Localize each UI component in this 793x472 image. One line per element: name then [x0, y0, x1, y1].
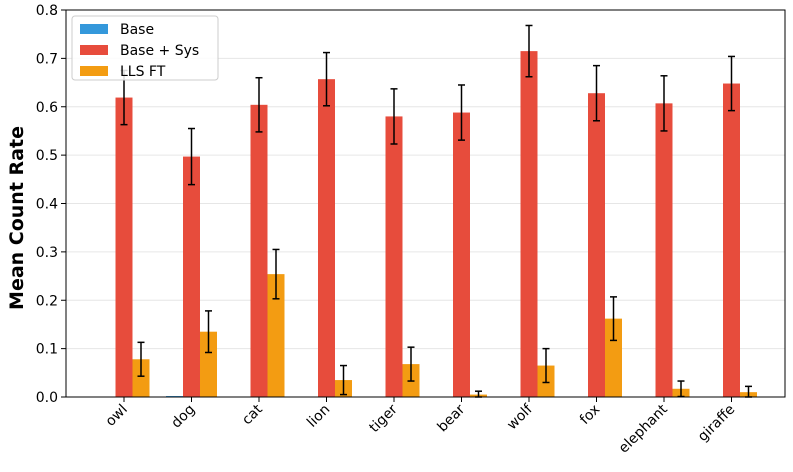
- bar-base-sys-bear: [453, 112, 470, 398]
- x-axis: owl dog cat lion tiger bear wolf fox elephant gir…: [103, 397, 738, 457]
- y-tick-label: 0.8: [36, 3, 58, 19]
- error-bar-lls-ft-dog: [205, 310, 212, 354]
- bar-base-sys-tiger: [385, 116, 403, 398]
- y-tick-label: 0.3: [36, 245, 58, 261]
- legend-label: Base: [120, 22, 154, 38]
- x-tick-label-dog: dog: [168, 402, 198, 432]
- y-tick-label: 0.4: [36, 197, 58, 213]
- legend-swatch: [80, 45, 108, 55]
- legend-label: LLS FT: [120, 64, 166, 80]
- error-bar-base-sys-dog: [188, 127, 195, 186]
- bar-lls-ft-dog: [200, 331, 217, 397]
- error-bar-lls-ft-owl: [137, 341, 145, 377]
- legend-swatch: [80, 66, 108, 76]
- y-tick-label: 0.0: [36, 390, 58, 406]
- y-tick-label: 0.6: [36, 100, 58, 116]
- bar-base-sys-dog: [183, 156, 200, 397]
- bars: [115, 51, 757, 398]
- error-bar-base-sys-bear: [458, 84, 465, 141]
- bar-base-sys-owl: [115, 97, 133, 397]
- x-tick-label-giraffe: giraffe: [695, 402, 738, 445]
- x-tick-label-wolf: wolf: [504, 401, 536, 433]
- error-bar-base-sys-giraffe: [728, 55, 735, 112]
- bar-lls-ft-fox: [605, 318, 622, 397]
- error-bar-base-sys-tiger: [390, 88, 398, 145]
- error-bar-lls-ft-tiger: [407, 346, 415, 382]
- error-bar-lls-ft-lion: [340, 364, 347, 396]
- bar-base-sys-fox: [588, 93, 605, 397]
- bar-lls-ft-cat: [267, 274, 285, 397]
- bar-base-sys-lion: [318, 79, 335, 398]
- error-bar-base-sys-cat: [255, 76, 263, 133]
- bar-base-sys-elephant: [655, 103, 673, 398]
- x-tick-label-bear: bear: [434, 401, 468, 435]
- error-bar-lls-ft-cat: [272, 248, 280, 300]
- legend-item-base-sys: Base + Sys: [80, 43, 199, 59]
- error-bar-base-sys-wolf: [525, 24, 533, 78]
- legend: Base Base + Sys LLS FT: [71, 15, 219, 81]
- error-bar-lls-ft-fox: [610, 296, 617, 342]
- error-bar-base-sys-lion: [323, 51, 330, 107]
- bar-base-sys-giraffe: [723, 83, 740, 397]
- legend-label: Base + Sys: [120, 43, 199, 59]
- error-bar-base-sys-elephant: [660, 75, 668, 132]
- y-tick-label: 0.2: [36, 293, 58, 309]
- x-tick-label-elephant: elephant: [616, 401, 671, 456]
- bar-base-sys-wolf: [520, 51, 538, 398]
- x-tick-label-cat: cat: [239, 401, 266, 428]
- bar-base-sys-cat: [250, 104, 268, 397]
- error-bar-lls-ft-wolf: [542, 347, 550, 384]
- y-tick-label: 0.5: [36, 148, 58, 164]
- x-tick-label-owl: owl: [103, 402, 131, 430]
- error-bars: [120, 24, 752, 398]
- error-bar-base-sys-fox: [593, 64, 600, 122]
- legend-item-base: Base: [80, 22, 154, 38]
- x-tick-label-lion: lion: [304, 402, 333, 431]
- y-axis: 0.0 0.1 0.2 0.3 0.4 0.5 0.6 0.7 0.8: [36, 3, 66, 406]
- legend-box: [71, 15, 219, 81]
- bar-lls-ft-owl: [132, 359, 150, 397]
- legend-swatch: [80, 24, 108, 34]
- x-tick-label-fox: fox: [577, 402, 603, 428]
- y-tick-label: 0.7: [36, 51, 58, 67]
- x-tick-label-tiger: tiger: [366, 401, 401, 436]
- legend-item-lls-ft: LLS FT: [80, 64, 166, 80]
- y-axis-label: Mean Count Rate: [6, 126, 28, 310]
- y-tick-label: 0.1: [36, 342, 58, 358]
